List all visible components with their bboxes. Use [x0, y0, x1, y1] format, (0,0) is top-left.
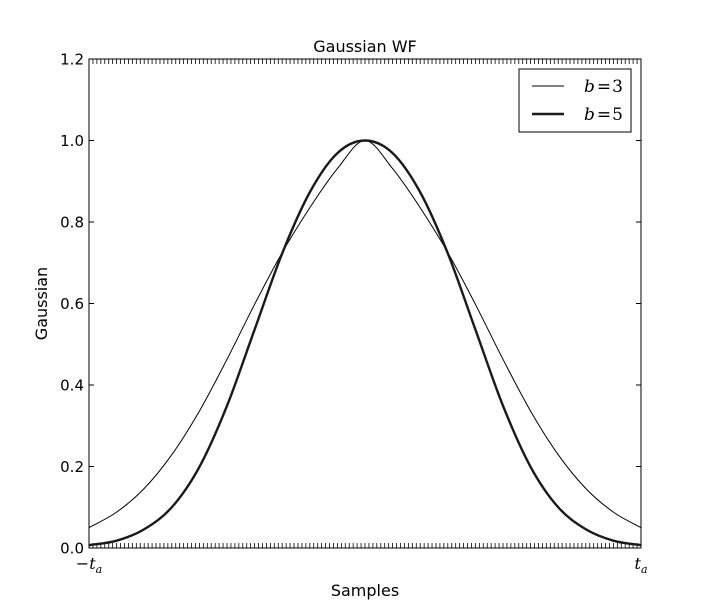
legend-b5-eq: = — [597, 105, 611, 125]
y-axis-label: Gaussian — [32, 267, 51, 340]
legend: b =3 b =5 — [518, 68, 632, 133]
legend-b3-num: 3 — [612, 77, 623, 97]
x-axis-label: Samples — [331, 581, 399, 600]
legend-label-b3: b =3 — [584, 77, 623, 97]
y-tick-label: 0.0 — [60, 540, 84, 558]
legend-b5-var: b — [584, 105, 595, 125]
x-tick-right-var: t — [635, 554, 642, 573]
legend-label-b5: b =5 — [584, 105, 623, 125]
legend-b5-num: 5 — [612, 105, 623, 125]
y-tick-label: 0.8 — [60, 214, 84, 232]
y-tick-label: 0.6 — [60, 295, 84, 313]
x-tick-left-var: t — [89, 554, 96, 573]
legend-b3-eq: = — [597, 77, 611, 97]
legend-b3-var: b — [584, 77, 595, 97]
y-tick-label: 0.2 — [60, 458, 84, 476]
series-lines — [88, 139, 642, 547]
y-tick-label: 0.4 — [60, 377, 84, 395]
x-tick-left-sub: a — [96, 563, 103, 576]
x-tick-label-right: ta — [635, 554, 648, 576]
x-tick-left-sign: − — [76, 554, 89, 573]
y-major-ticks — [89, 58, 641, 549]
x-tick-right-sub: a — [641, 563, 648, 576]
y-tick-labels: 0.0 0.2 0.4 0.6 0.8 1.0 1.2 — [60, 51, 84, 558]
plot-frame — [88, 58, 642, 549]
legend-box — [518, 68, 632, 133]
y-tick-label: 1.0 — [60, 132, 84, 150]
x-tick-label-left: −ta — [76, 554, 102, 576]
series-line-b5 — [88, 139, 642, 547]
y-tick-label: 1.2 — [60, 51, 84, 69]
chart-title: Gaussian WF — [313, 37, 417, 56]
